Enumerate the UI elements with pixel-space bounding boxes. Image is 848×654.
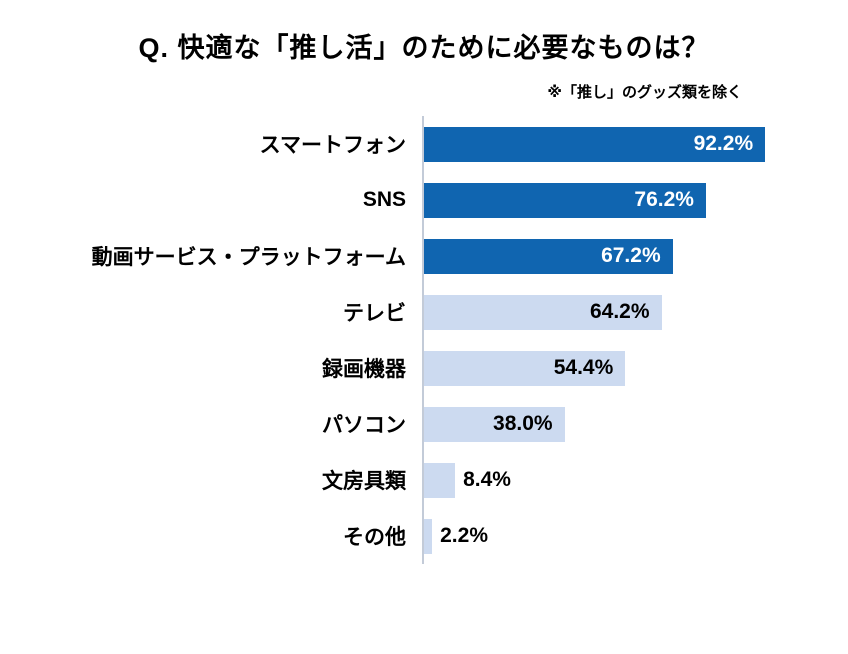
- bar-row: パソコン 38.0%: [0, 396, 848, 452]
- value-label: 64.2%: [589, 300, 650, 323]
- bar-row: 動画サービス・プラットフォーム 67.2%: [0, 228, 848, 284]
- category-label: その他: [343, 526, 406, 549]
- bar-area: 64.2%: [422, 284, 794, 340]
- category-label: 文房具類: [322, 470, 406, 493]
- bar: 54.4%: [424, 350, 626, 386]
- bar: 76.2%: [424, 182, 706, 218]
- category-label: スマートフォン: [259, 134, 406, 157]
- bar-area: 92.2%: [422, 116, 794, 172]
- chart-title: Q. 快適な「推し活」のために必要なものは？: [138, 33, 710, 63]
- bar: 92.2%: [424, 126, 766, 162]
- category-label: テレビ: [343, 302, 406, 325]
- category-label: 録画機器: [322, 358, 406, 381]
- bar-row: SNS 76.2%: [0, 172, 848, 228]
- bar-area: 38.0%: [422, 396, 794, 452]
- bar-row: 録画機器 54.4%: [0, 340, 848, 396]
- bar-area: 76.2%: [422, 172, 794, 228]
- value-label: 8.4%: [463, 468, 511, 491]
- chart-note: ※「推し」のグッズ類を除く: [547, 84, 742, 101]
- bar-area: 2.2%: [422, 508, 794, 564]
- bar-row: スマートフォン 92.2%: [0, 116, 848, 172]
- bar: [424, 462, 456, 498]
- bar-area: 67.2%: [422, 228, 794, 284]
- bar-row: 文房具類 8.4%: [0, 452, 848, 508]
- value-label: 54.4%: [553, 356, 614, 379]
- category-label: 動画サービス・プラットフォーム: [91, 246, 406, 269]
- category-label: パソコン: [322, 414, 406, 437]
- bar-area: 54.4%: [422, 340, 794, 396]
- bar: 64.2%: [424, 294, 662, 330]
- bar: [424, 518, 433, 554]
- value-label: 92.2%: [693, 132, 754, 155]
- bar-row: テレビ 64.2%: [0, 284, 848, 340]
- value-label: 38.0%: [493, 412, 553, 435]
- value-label: 76.2%: [634, 188, 694, 211]
- bar-chart: スマートフォン 92.2% SNS 76.2% 動画サービス・プラットフォーム 67.2%…: [0, 116, 848, 564]
- category-label: SNS: [362, 188, 406, 211]
- bar: 67.2%: [424, 238, 673, 274]
- bar-area: 8.4%: [422, 452, 794, 508]
- bar: 38.0%: [424, 406, 565, 442]
- value-label: 67.2%: [601, 244, 661, 267]
- bar-row: その他 2.2%: [0, 508, 848, 564]
- value-label: 2.2%: [440, 524, 488, 547]
